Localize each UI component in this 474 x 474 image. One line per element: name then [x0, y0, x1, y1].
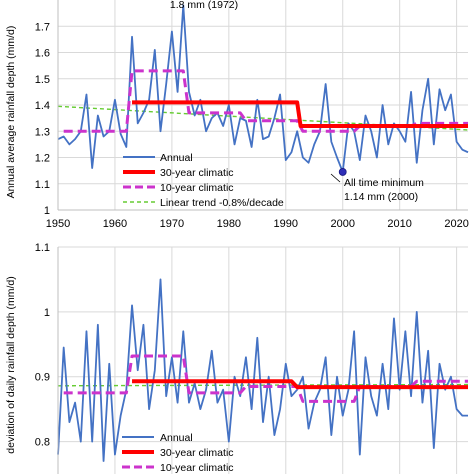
min-annotation-line2: 1.14 mm (2000)	[344, 191, 418, 203]
bottom-legend-label-10yr: 10-year climatic	[160, 462, 234, 474]
bottom-y-tick-label: 0.8	[35, 437, 50, 449]
top-y-tick-label: 1.4	[35, 100, 50, 112]
minimum-point-marker	[338, 168, 347, 176]
bottom-series-linear-trend	[57, 383, 469, 387]
min-annotation-line1: All time minimum	[344, 177, 424, 189]
top-y-tick-label: 1.7	[35, 21, 50, 33]
bottom-series-30-year-climatic	[132, 379, 468, 390]
top-series-30-year-climatic	[132, 100, 468, 128]
top-x-tick-label: 1980	[217, 218, 241, 230]
bottom-axes: 0.8 0.9 1 1.1	[35, 242, 59, 474]
bottom-y-tick-label: 1.1	[35, 242, 50, 254]
top-y-tick-label: 1.1	[35, 179, 50, 191]
top-legend-label-annual: Annual	[160, 152, 193, 164]
bottom-y-axis-label: deviation of daily rainfall depth (mm/d)	[5, 276, 17, 453]
max-annotation: 1.8 mm (1972)	[170, 0, 238, 11]
bottom-series	[57, 278, 469, 462]
top-y-tick-label: 1.6	[35, 48, 50, 60]
top-x-tick-label: 2010	[387, 218, 411, 230]
top-y-tick-label: 1	[44, 205, 50, 217]
top-x-tick-label: 2020	[444, 218, 468, 230]
top-series	[57, 4, 469, 176]
bottom-legend: Annual 30-year climatic 10-year climatic	[122, 432, 234, 474]
top-x-tick-label: 1990	[274, 218, 298, 230]
top-x-tick-label: 1950	[46, 218, 70, 230]
top-axes: 1 1.1 1.2 1.3 1.4 1.5 1.6 1.7 1950 1960 1970 1980 19…	[35, 0, 469, 230]
top-y-axis-label: Annual average rainfall depth (mm/d)	[5, 26, 17, 199]
top-series-linear-trend-0-8-decade	[57, 105, 469, 131]
top-x-tick-label: 1970	[160, 218, 184, 230]
bottom-legend-label-annual: Annual	[160, 432, 193, 444]
min-annotation-leader	[330, 173, 341, 183]
top-legend-label-trend: Linear trend -0.8%/decade	[160, 197, 284, 209]
bottom-grid	[57, 246, 468, 474]
top-series-annual	[57, 4, 469, 173]
bottom-y-tick-label: 0.9	[35, 372, 50, 384]
top-legend: Annual 30-year climatic 10-year climatic…	[123, 152, 284, 209]
bottom-series-annual	[57, 278, 468, 462]
top-legend-label-30yr: 30-year climatic	[160, 167, 234, 179]
top-y-tick-label: 1.5	[35, 74, 50, 86]
bottom-legend-label-30yr: 30-year climatic	[160, 447, 234, 459]
top-legend-label-10yr: 10-year climatic	[160, 182, 234, 194]
top-x-tick-label: 2000	[330, 218, 354, 230]
top-x-tick-label: 1960	[103, 218, 127, 230]
top-y-tick-label: 1.3	[35, 126, 50, 138]
bottom-y-tick-label: 1	[44, 307, 50, 319]
top-y-tick-label: 1.2	[35, 153, 50, 165]
